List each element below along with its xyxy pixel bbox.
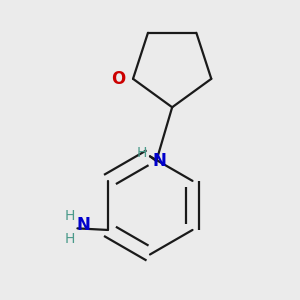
Text: H: H <box>137 146 147 160</box>
Text: H: H <box>64 209 75 223</box>
Text: H: H <box>64 232 75 246</box>
Text: O: O <box>111 70 125 88</box>
Text: N: N <box>77 216 91 234</box>
Text: N: N <box>153 152 166 170</box>
